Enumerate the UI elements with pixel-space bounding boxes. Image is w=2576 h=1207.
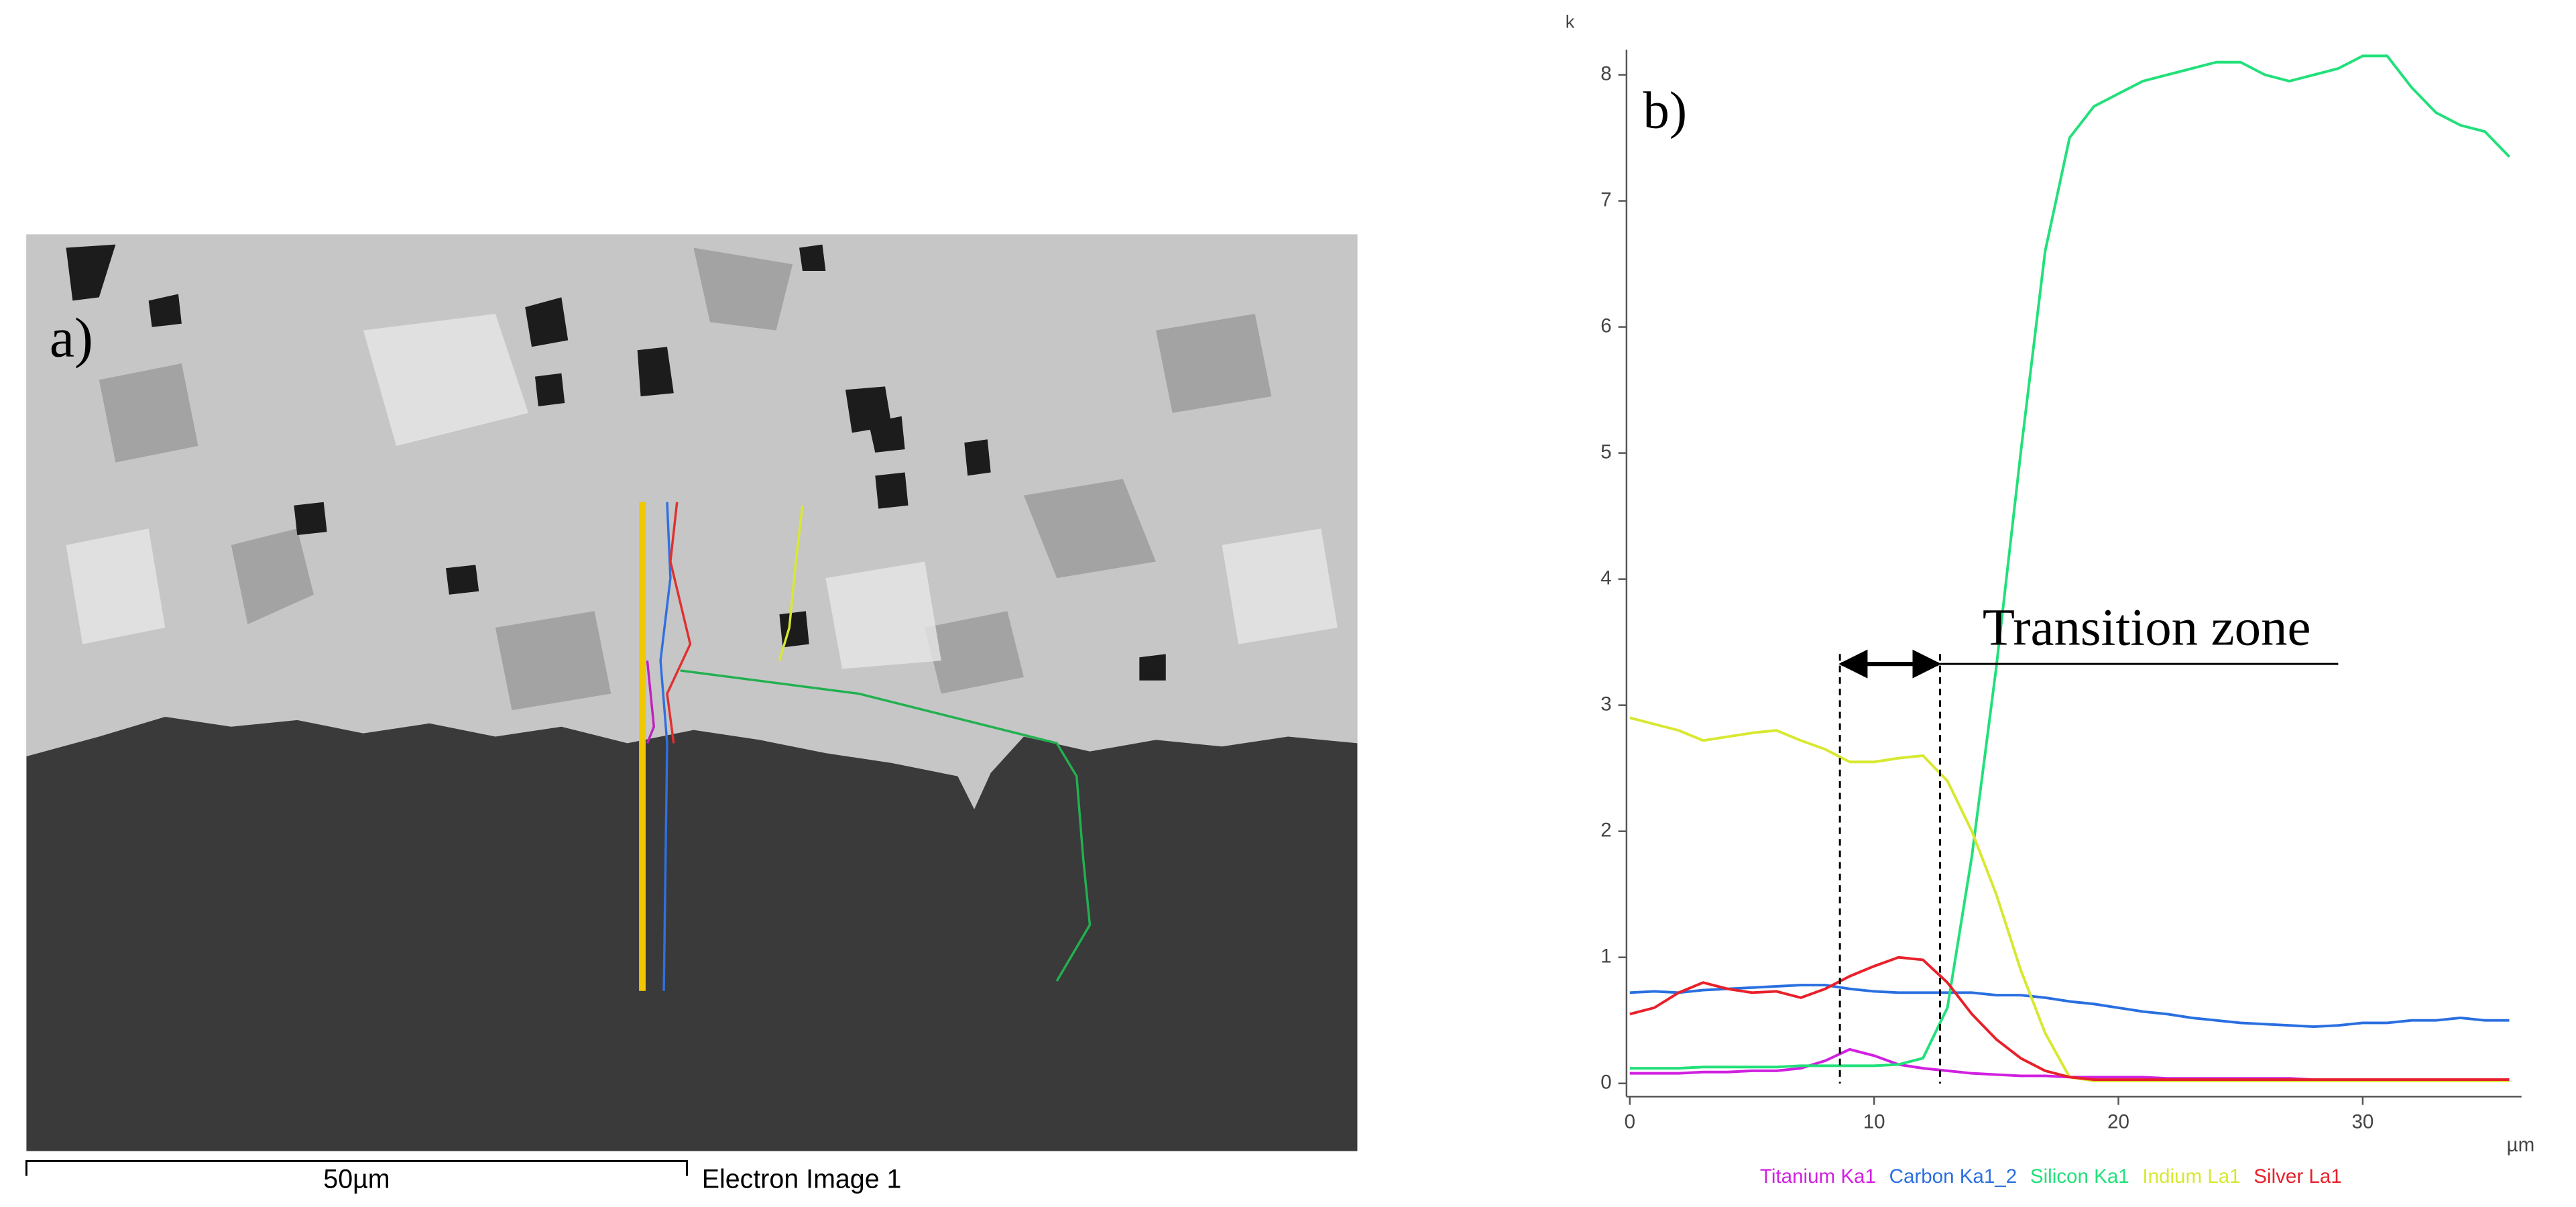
y-tick-label: 2 — [1600, 819, 1611, 841]
legend-entry: Carbon Ka1_2 — [1889, 1165, 2017, 1188]
annotation-text: Transition zone — [1983, 598, 2311, 656]
panel-label: b) — [1643, 82, 1688, 140]
y-tick-label: 5 — [1600, 441, 1611, 463]
data-line — [1629, 716, 2510, 1082]
legend-entry: Silver La1 — [2253, 1165, 2341, 1188]
x-tick-label: 30 — [2351, 1111, 2374, 1133]
x-axis-label: µm — [2507, 1134, 2535, 1156]
sem-image: a) 50µm Electron Image 1 — [25, 234, 1358, 1194]
x-tick-label: 0 — [1625, 1111, 1635, 1133]
y-tick-label: 1 — [1600, 945, 1611, 967]
y-tick-label: 3 — [1600, 693, 1611, 715]
image-caption: Electron Image 1 — [702, 1164, 902, 1194]
y-tick-label: 8 — [1600, 62, 1611, 84]
legend: Titanium Ka1 Carbon Ka1_2 Silicon Ka1 Indiu… — [1760, 1165, 2342, 1188]
x-tick-label: 20 — [2107, 1111, 2129, 1133]
data-line — [1629, 956, 2510, 1082]
y-tick-label: 7 — [1600, 188, 1611, 211]
data-line — [1629, 984, 2510, 1029]
panel-label: a) — [50, 307, 93, 369]
y-axis-label: k — [1566, 11, 1575, 32]
y-tick-label: 0 — [1600, 1072, 1611, 1094]
legend-entry: Silicon Ka1 — [2030, 1165, 2129, 1188]
y-tick-label: 6 — [1600, 314, 1611, 337]
legend-entry: Indium La1 — [2142, 1165, 2240, 1188]
legend-entry: Titanium Ka1 — [1760, 1165, 1876, 1188]
y-tick-label: 4 — [1600, 567, 1611, 589]
scale-bar-label: 50µm — [323, 1164, 390, 1194]
data-line — [1629, 54, 2510, 1070]
x-tick-label: 10 — [1863, 1111, 1885, 1133]
line-chart: b) k µm 0 1 2 3 4 5 6 7 8 0 10 20 30 Transition zone T… — [1566, 11, 2534, 1188]
